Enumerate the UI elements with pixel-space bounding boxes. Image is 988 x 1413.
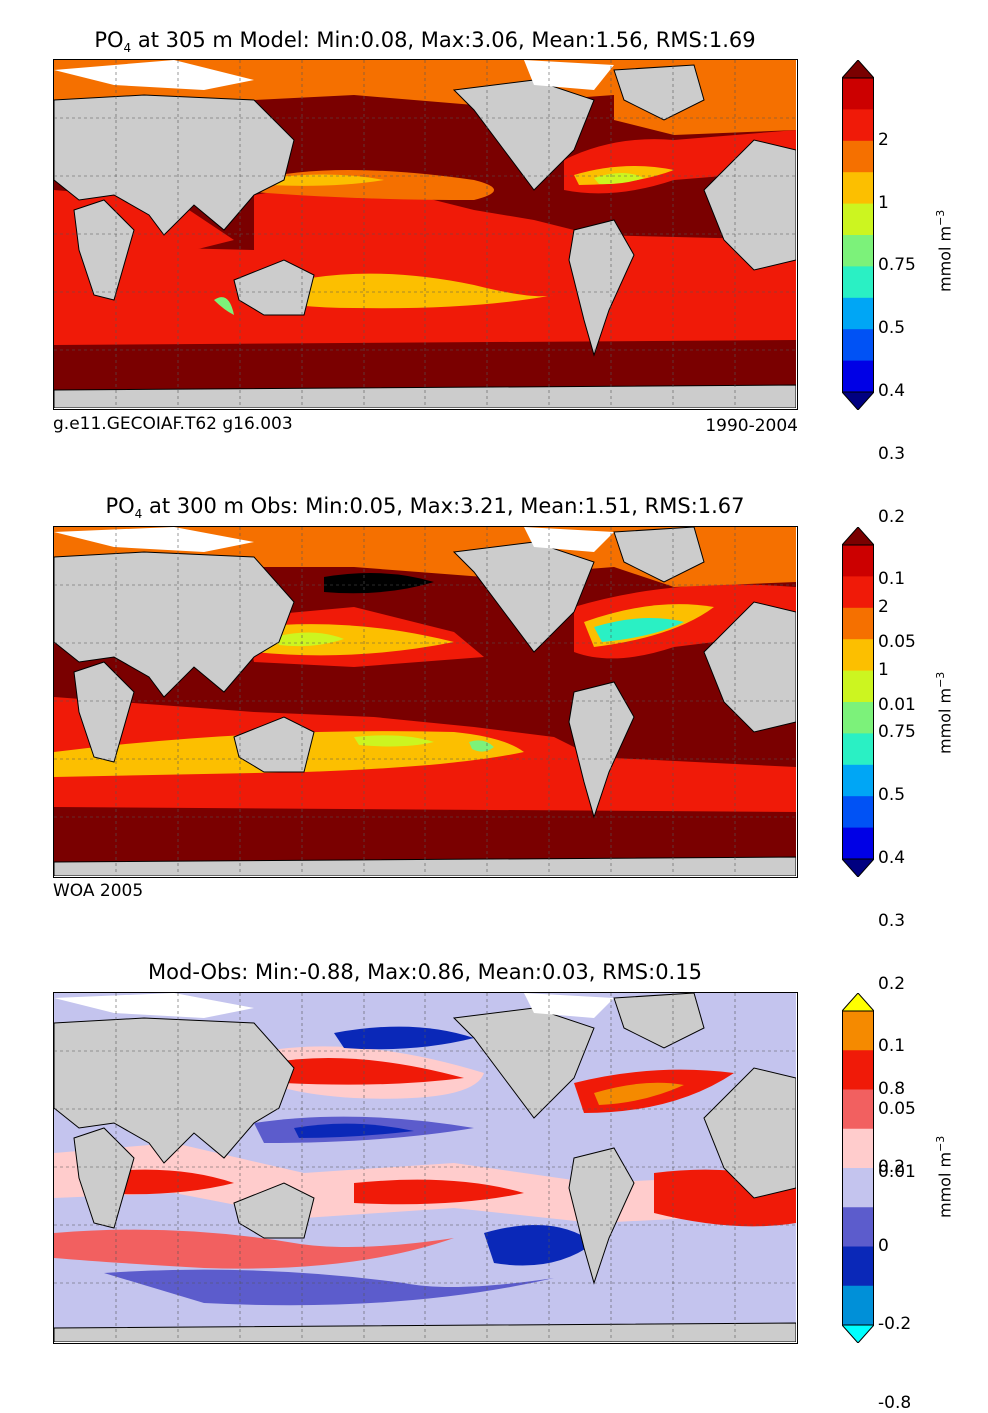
- colorbar-segment: [842, 297, 874, 330]
- title-text: at 300 m Obs: Min:0.05, Max:3.21, Mean:1…: [142, 494, 745, 518]
- colorbar-obs: 2 1 0.75 0.5 0.4 0.3 0.2 0.1 0.05 0.01 mmol m−3: [842, 527, 962, 1182]
- colorbar-segment: [842, 545, 874, 577]
- colorbar-segment: [842, 1168, 874, 1208]
- colorbar-extend-min: [842, 858, 874, 877]
- colorbar-segment: [842, 235, 874, 267]
- colorbar-segment: [842, 78, 874, 110]
- colorbar-tick-label: 1: [878, 192, 889, 213]
- colorbar-gradient: [842, 60, 874, 410]
- case-label: g.e11.GECOIAF.T62 g16.003: [53, 414, 293, 434]
- colorbar-segment: [842, 1089, 874, 1130]
- colorbar-segment: [842, 1246, 874, 1287]
- colorbar-segment: [842, 1207, 874, 1247]
- colorbar-tick-label: 0.5: [878, 785, 906, 806]
- colorbar-tick-label: 1: [878, 659, 889, 680]
- colorbar-tick-label: 0.2: [878, 506, 906, 527]
- colorbar-segment: [842, 329, 874, 362]
- colorbar-segment: [842, 172, 874, 205]
- colorbar-segment: [842, 203, 874, 236]
- title-subscript: 4: [123, 41, 132, 56]
- colorbar-segment: [842, 796, 874, 829]
- colorbar-tick-label: 0.2: [878, 1157, 906, 1177]
- colorbar-extend-max: [842, 527, 874, 546]
- colorbar-segment: [842, 670, 874, 703]
- colorbar-tick-label: 0.1: [878, 569, 906, 590]
- colorbar-unit-label: mmol m−3: [934, 1135, 955, 1218]
- colorbar-tick-label: 0.2: [878, 973, 906, 994]
- dataset-label: WOA 2005: [53, 881, 144, 901]
- colorbar-gradient: [842, 993, 874, 1343]
- colorbar-extend-min: [842, 1324, 874, 1343]
- colorbar-gradient: [842, 527, 874, 877]
- colorbar-segment: [842, 109, 874, 142]
- colorbar-segment: [842, 1011, 874, 1051]
- colorbar-segment: [842, 702, 874, 734]
- title-variable: PO: [105, 494, 135, 518]
- colorbar-tick-label: 0.05: [878, 632, 916, 653]
- panel-title: Mod-Obs: Min:-0.88, Max:0.86, Mean:0.03,…: [0, 960, 850, 984]
- title-text: Mod-Obs: Min:-0.88, Max:0.86, Mean:0.03,…: [148, 960, 702, 984]
- colorbar-tick-label: 0.5: [878, 318, 906, 339]
- colorbar-tick-label: 2: [878, 596, 889, 617]
- colorbar-segment: [842, 266, 874, 299]
- colorbar-tick-label: 0.1: [878, 1036, 906, 1057]
- colorbar-tick-label: -0.8: [878, 1392, 912, 1413]
- colorbar-segment: [842, 827, 874, 860]
- title-variable: PO: [94, 28, 124, 52]
- colorbar-segment: [842, 140, 874, 173]
- colorbar-tick-label: -0.2: [878, 1314, 912, 1334]
- colorbar-segment: [842, 576, 874, 609]
- colorbar-difference: 0.8 0.2 0 -0.2 -0.8 mmol m−3: [842, 993, 962, 1413]
- period-label: 1990-2004: [705, 416, 798, 436]
- colorbar-tick-label: 0.4: [878, 848, 906, 868]
- colorbar-segment: [842, 360, 874, 393]
- colorbar-tick-label: 0.3: [878, 443, 906, 464]
- colorbar-model: 2 1 0.75 0.5 0.4 0.3 0.2 0.1 0.05 0.01 mmol m−3: [842, 60, 962, 715]
- colorbar-unit-label: mmol m−3: [934, 671, 955, 754]
- colorbar-segment: [842, 764, 874, 797]
- colorbar-extend-min: [842, 391, 874, 410]
- map-obs: [53, 526, 798, 878]
- colorbar-tick-label: 0.75: [878, 722, 916, 743]
- colorbar-segment: [842, 733, 874, 766]
- colorbar-segment: [842, 1128, 874, 1169]
- colorbar-segment: [842, 639, 874, 672]
- colorbar-tick-label: 0.01: [878, 695, 916, 715]
- colorbar-tick-label: 0.75: [878, 255, 916, 276]
- colorbar-tick-label: 0.01: [878, 1162, 916, 1182]
- colorbar-tick-label: 0: [878, 1235, 889, 1256]
- panel-title: PO4 at 305 m Model: Min:0.08, Max:3.06, …: [0, 28, 850, 55]
- title-subscript: 4: [134, 507, 143, 522]
- map-difference: [53, 992, 798, 1344]
- title-text: at 305 m Model: Min:0.08, Max:3.06, Mean…: [131, 28, 756, 52]
- colorbar-tick-label: 0.4: [878, 381, 906, 401]
- colorbar-tick-label: 2: [878, 129, 889, 150]
- colorbar-unit-label: mmol m−3: [934, 209, 955, 292]
- colorbar-tick-label: 0.3: [878, 910, 906, 931]
- colorbar-segment: [842, 1285, 874, 1326]
- colorbar-tick-label: 0.05: [878, 1099, 916, 1120]
- panel-title: PO4 at 300 m Obs: Min:0.05, Max:3.21, Me…: [0, 494, 850, 521]
- colorbar-extend-max: [842, 60, 874, 79]
- colorbar-segment: [842, 1050, 874, 1090]
- colorbar-extend-max: [842, 993, 874, 1012]
- map-model: [53, 59, 798, 410]
- colorbar-tick-label: 0.8: [878, 1078, 906, 1099]
- colorbar-segment: [842, 607, 874, 640]
